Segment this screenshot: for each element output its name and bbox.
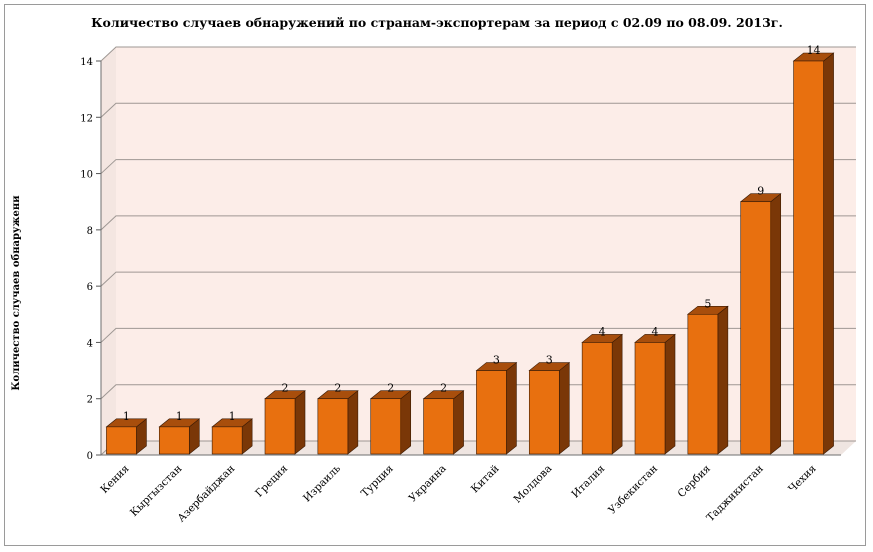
bar-side-face bbox=[506, 361, 517, 455]
category-label: Израиль bbox=[301, 462, 343, 504]
category-label: Таджикистан bbox=[704, 463, 765, 524]
y-tick-label: 8 bbox=[87, 226, 93, 237]
bar-front-face bbox=[793, 60, 824, 455]
gridline bbox=[100, 271, 856, 287]
category-label: Узбекистан bbox=[606, 463, 660, 517]
bar-front-face bbox=[476, 370, 507, 455]
y-tick-label: 0 bbox=[87, 451, 93, 462]
data-label: 1 bbox=[176, 410, 183, 423]
bar bbox=[105, 418, 148, 455]
bar bbox=[739, 193, 782, 455]
bar bbox=[158, 418, 201, 455]
bar-front-face bbox=[634, 342, 666, 455]
chart-title: Количество случаев обнаружений по страна… bbox=[91, 15, 783, 30]
gridline bbox=[100, 46, 856, 62]
data-label: 2 bbox=[334, 382, 341, 395]
category-label: Чехия bbox=[786, 462, 819, 495]
data-label: 5 bbox=[704, 297, 711, 310]
category-label: Турция bbox=[359, 462, 396, 499]
bar-front-face bbox=[370, 398, 402, 455]
bar-side-face bbox=[558, 361, 570, 455]
bar bbox=[317, 390, 359, 455]
bar bbox=[634, 333, 676, 455]
y-tick-label: 10 bbox=[80, 170, 93, 181]
bar-side-face bbox=[294, 390, 306, 455]
y-tick-label: 2 bbox=[87, 395, 93, 406]
category-label: Украина bbox=[407, 463, 449, 505]
bar-side-face bbox=[664, 333, 676, 455]
y-tick-label: 4 bbox=[87, 338, 93, 349]
bar-front-face bbox=[528, 370, 560, 455]
gridline bbox=[100, 102, 856, 118]
category-label: Китай bbox=[469, 463, 502, 496]
bar bbox=[422, 390, 465, 455]
bar bbox=[581, 333, 623, 455]
gridline bbox=[100, 327, 856, 343]
bar-front-face bbox=[317, 398, 349, 455]
bar-front-face bbox=[687, 313, 719, 455]
bar bbox=[369, 390, 412, 455]
bar bbox=[264, 390, 306, 455]
data-label: 14 bbox=[807, 44, 821, 57]
bar-front-face bbox=[423, 398, 454, 455]
data-label: 1 bbox=[229, 410, 236, 423]
data-label: 2 bbox=[440, 382, 447, 395]
bar-front-face bbox=[158, 426, 190, 455]
bar bbox=[792, 52, 835, 455]
bar bbox=[687, 305, 729, 455]
y-tick-label: 6 bbox=[87, 282, 93, 293]
data-label: 2 bbox=[282, 382, 289, 395]
bar-front-face bbox=[740, 201, 772, 455]
bar-side-face bbox=[823, 52, 834, 455]
data-label: 4 bbox=[599, 325, 606, 338]
category-label: Кения bbox=[98, 462, 131, 495]
category-label: Италия bbox=[569, 462, 607, 500]
bar-side-face bbox=[717, 305, 729, 455]
chart-container: 0 2 4 6 8 10 12 14 1 1 1 2 2 2 2 3 3 4 4 5 9 14 Кения Кыргызс… bbox=[4, 4, 866, 546]
plot-side-wall bbox=[101, 47, 116, 455]
category-label: Кыргызстан bbox=[128, 463, 184, 519]
data-label: 1 bbox=[123, 410, 130, 423]
category-label: Азербайджан bbox=[175, 463, 237, 525]
y-tick-label: 12 bbox=[80, 113, 93, 124]
y-axis-label: Количество случаев обнаружени bbox=[11, 195, 22, 391]
gridline bbox=[100, 215, 856, 231]
bar bbox=[475, 361, 518, 455]
data-label: 3 bbox=[546, 354, 553, 367]
bar-front-face bbox=[264, 398, 296, 455]
data-label: 2 bbox=[387, 382, 394, 395]
bar-side-face bbox=[770, 193, 782, 455]
category-label: Сербия bbox=[676, 462, 714, 500]
bar bbox=[211, 418, 253, 455]
bar-front-face bbox=[581, 342, 613, 455]
data-label: 3 bbox=[493, 354, 500, 367]
bar-side-face bbox=[347, 390, 359, 455]
data-label: 9 bbox=[757, 185, 764, 198]
data-label: 4 bbox=[652, 325, 659, 338]
bar-front-face bbox=[211, 426, 243, 455]
category-label: Молдова bbox=[511, 463, 554, 506]
y-tick-label: 14 bbox=[80, 57, 93, 68]
gridline bbox=[100, 159, 856, 174]
bar-side-face bbox=[611, 333, 623, 455]
bar bbox=[528, 361, 571, 455]
bar-front-face bbox=[106, 426, 137, 455]
bar-side-face bbox=[400, 390, 412, 455]
category-label: Греция bbox=[253, 462, 290, 499]
bar-side-face bbox=[453, 390, 464, 455]
